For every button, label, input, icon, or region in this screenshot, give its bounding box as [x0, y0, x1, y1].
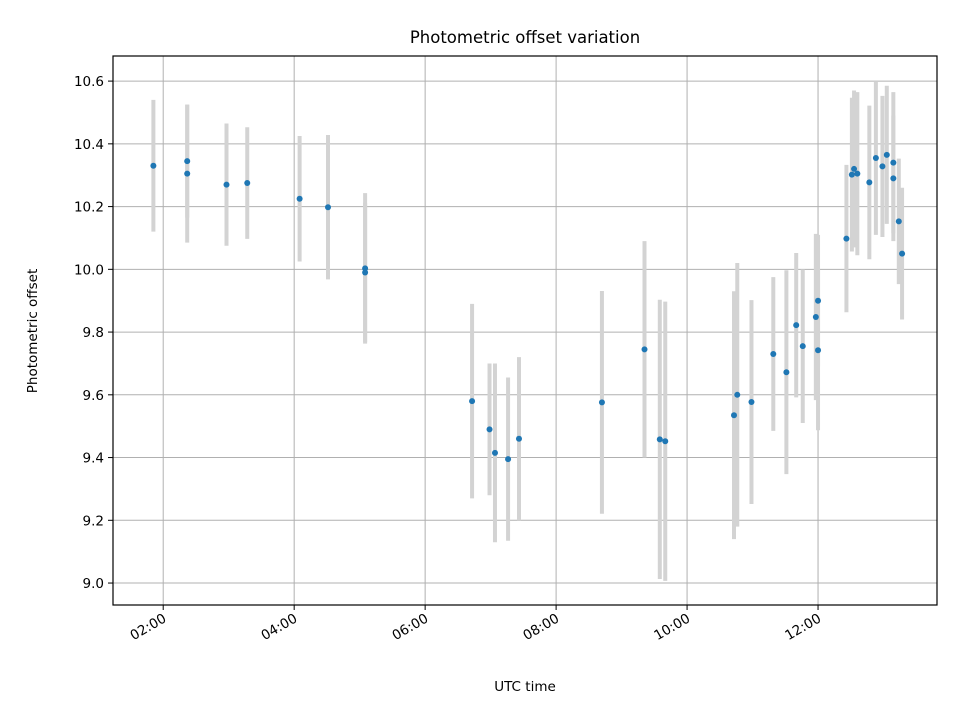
- data-point: [879, 163, 886, 170]
- point-layer: [150, 151, 906, 463]
- plot-frame: [112, 55, 938, 606]
- y-tick-label: 9.6: [83, 388, 104, 404]
- y-tick-label: 10.4: [74, 137, 104, 153]
- data-point: [815, 297, 822, 304]
- x-tick-label: 10:00: [651, 611, 693, 644]
- chart-title: Photometric offset variation: [410, 28, 640, 47]
- data-point: [843, 235, 850, 242]
- data-point: [223, 181, 230, 188]
- data-point: [872, 154, 879, 161]
- y-tick-label: 9.0: [83, 576, 104, 592]
- data-point: [641, 346, 648, 353]
- y-tick-label: 10.0: [74, 262, 104, 278]
- data-point: [812, 314, 819, 321]
- y-axis-label: Photometric offset: [25, 269, 41, 393]
- x-tick-label: 08:00: [520, 611, 562, 644]
- data-point: [851, 165, 858, 172]
- errorbar-layer: [151, 81, 905, 581]
- y-tick-label: 10.2: [74, 200, 104, 216]
- data-point: [656, 436, 663, 443]
- data-point: [598, 399, 605, 406]
- x-tick-label: 06:00: [389, 611, 431, 644]
- data-point: [515, 435, 522, 442]
- data-point: [854, 170, 861, 177]
- data-point: [184, 170, 191, 177]
- data-point: [296, 195, 303, 202]
- data-point: [469, 398, 476, 405]
- grid-layer: [113, 56, 937, 605]
- data-point: [184, 158, 191, 165]
- data-point: [783, 369, 790, 376]
- data-point: [244, 180, 251, 187]
- y-tick-label: 10.6: [74, 74, 104, 90]
- data-point: [866, 179, 873, 186]
- data-point: [150, 162, 157, 169]
- x-axis-label: UTC time: [494, 679, 556, 695]
- x-tick-label: 04:00: [258, 611, 300, 644]
- data-point: [505, 456, 512, 463]
- data-point: [895, 218, 902, 225]
- data-point: [362, 269, 369, 276]
- data-point: [890, 159, 897, 166]
- data-point: [748, 399, 755, 406]
- y-tick-label: 9.2: [83, 513, 104, 529]
- data-point: [486, 426, 493, 433]
- data-point: [848, 171, 855, 178]
- data-point: [815, 347, 822, 354]
- data-point: [799, 343, 806, 350]
- x-tick-label: 02:00: [128, 611, 170, 644]
- data-point: [731, 412, 738, 419]
- data-point: [899, 250, 906, 257]
- x-tick-label: 12:00: [782, 611, 824, 644]
- data-point: [883, 151, 890, 158]
- data-point: [325, 204, 332, 211]
- data-point: [491, 449, 498, 456]
- y-tick-label: 9.8: [83, 325, 104, 341]
- data-point: [734, 391, 741, 398]
- data-point: [890, 175, 897, 182]
- y-tick-label: 9.4: [83, 451, 104, 467]
- data-point: [662, 438, 669, 445]
- data-point: [793, 322, 800, 329]
- data-point: [770, 351, 777, 358]
